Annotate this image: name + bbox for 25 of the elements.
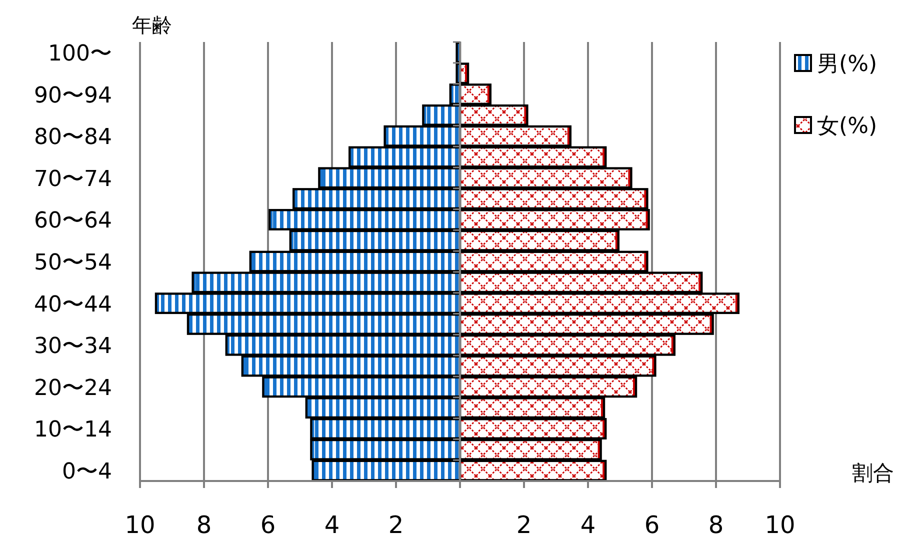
x-tick-label: 4 xyxy=(324,511,340,539)
x-tick-label: 6 xyxy=(260,511,276,539)
x-tick-label: 4 xyxy=(580,511,596,539)
y-axis-title: 年齢 xyxy=(132,13,172,37)
x-tick-label: 6 xyxy=(644,511,660,539)
y-tick-label: 50〜54 xyxy=(34,250,112,276)
y-tick-label: 70〜74 xyxy=(34,166,112,192)
legend-label: 女(%) xyxy=(817,114,878,139)
x-tick-label: 8 xyxy=(708,511,724,539)
x-tick-label: 10 xyxy=(124,511,156,539)
x-tick-label: 10 xyxy=(764,511,796,539)
y-tick-label: 20〜24 xyxy=(34,376,112,401)
y-tick-label: 90〜94 xyxy=(34,83,112,108)
y-tick-label: 0〜4 xyxy=(62,460,112,485)
y-tick-label: 30〜34 xyxy=(34,334,112,360)
x-tick-label: 2 xyxy=(516,511,532,539)
y-tick-label: 80〜84 xyxy=(34,125,112,150)
y-tick-label: 10〜14 xyxy=(34,418,112,443)
y-tick-label: 40〜44 xyxy=(34,292,112,318)
x-tick-label: 8 xyxy=(196,511,212,539)
y-tick-label: 100〜 xyxy=(48,41,112,66)
y-tick-label: 60〜64 xyxy=(34,208,112,234)
x-axis-title: 割合 xyxy=(852,461,894,485)
legend-label: 男(%) xyxy=(817,52,878,77)
x-tick-label: 2 xyxy=(388,511,404,539)
